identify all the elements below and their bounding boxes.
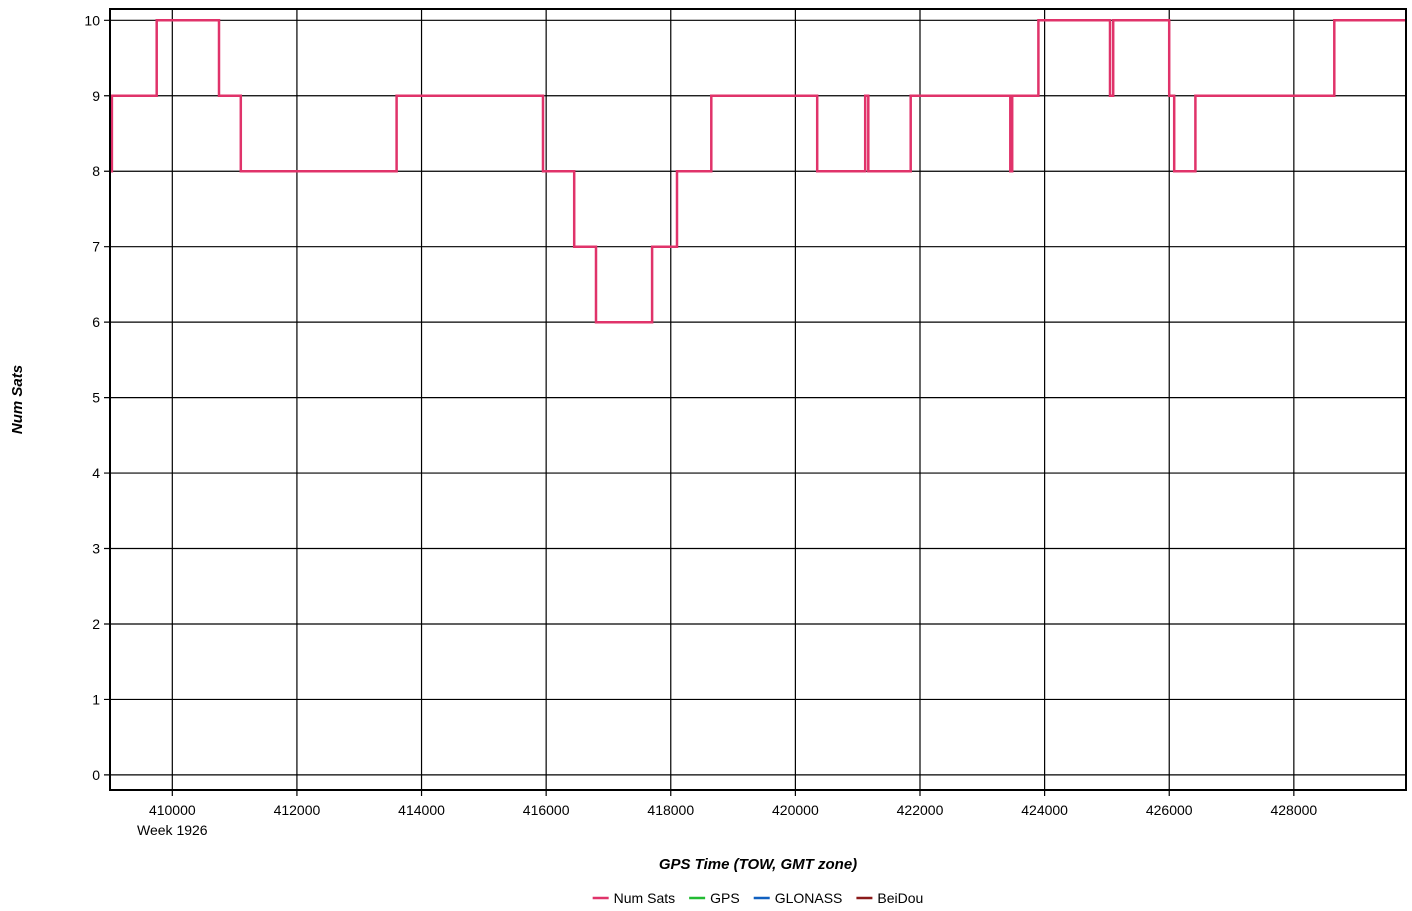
- legend-label: Num Sats: [614, 890, 675, 906]
- x-tick-label: 428000: [1270, 802, 1317, 818]
- week-label: Week 1926: [137, 822, 208, 838]
- y-tick-label: 6: [92, 314, 100, 330]
- x-tick-label: 426000: [1146, 802, 1193, 818]
- series-layer: [110, 19, 1406, 324]
- y-tick-label: 7: [92, 239, 100, 255]
- x-tick-label: 414000: [398, 802, 445, 818]
- legend-item: Num Sats: [592, 890, 675, 906]
- y-tick-label: 8: [92, 163, 100, 179]
- x-tick-label: 422000: [897, 802, 944, 818]
- x-tick-label: 412000: [274, 802, 321, 818]
- legend-label: GLONASS: [775, 890, 843, 906]
- x-axis-title: GPS Time (TOW, GMT zone): [659, 856, 857, 873]
- y-tick-label: 10: [84, 12, 100, 28]
- legend-item: GPS: [689, 890, 740, 906]
- plot-frame: [109, 8, 1407, 791]
- legend-item: GLONASS: [753, 890, 843, 906]
- y-tick-label: 4: [92, 465, 100, 481]
- x-tick-label: 418000: [647, 802, 694, 818]
- y-axis-title: Num Sats: [9, 365, 26, 434]
- y-tick-label: 0: [92, 767, 100, 783]
- grid: [104, 9, 1406, 796]
- x-tick-label: 410000: [149, 802, 196, 818]
- x-tick-label: 416000: [523, 802, 570, 818]
- legend-item: BeiDou: [856, 890, 923, 906]
- legend-label: BeiDou: [877, 890, 923, 906]
- legend: Num Sats GPS GLONASS BeiDou: [592, 890, 923, 906]
- x-tick-label: 424000: [1021, 802, 1068, 818]
- y-tick-label: 1: [92, 691, 100, 707]
- y-tick-label: 2: [92, 616, 100, 632]
- y-tick-label: 3: [92, 541, 100, 557]
- series-line-num-sats: [110, 19, 1406, 324]
- y-tick-label: 5: [92, 390, 100, 406]
- y-tick-label: 9: [92, 88, 100, 104]
- legend-label: GPS: [710, 890, 740, 906]
- tick-labels: 410000 412000 414000 416000 418000 420000 4220…: [84, 12, 1317, 818]
- x-tick-label: 420000: [772, 802, 819, 818]
